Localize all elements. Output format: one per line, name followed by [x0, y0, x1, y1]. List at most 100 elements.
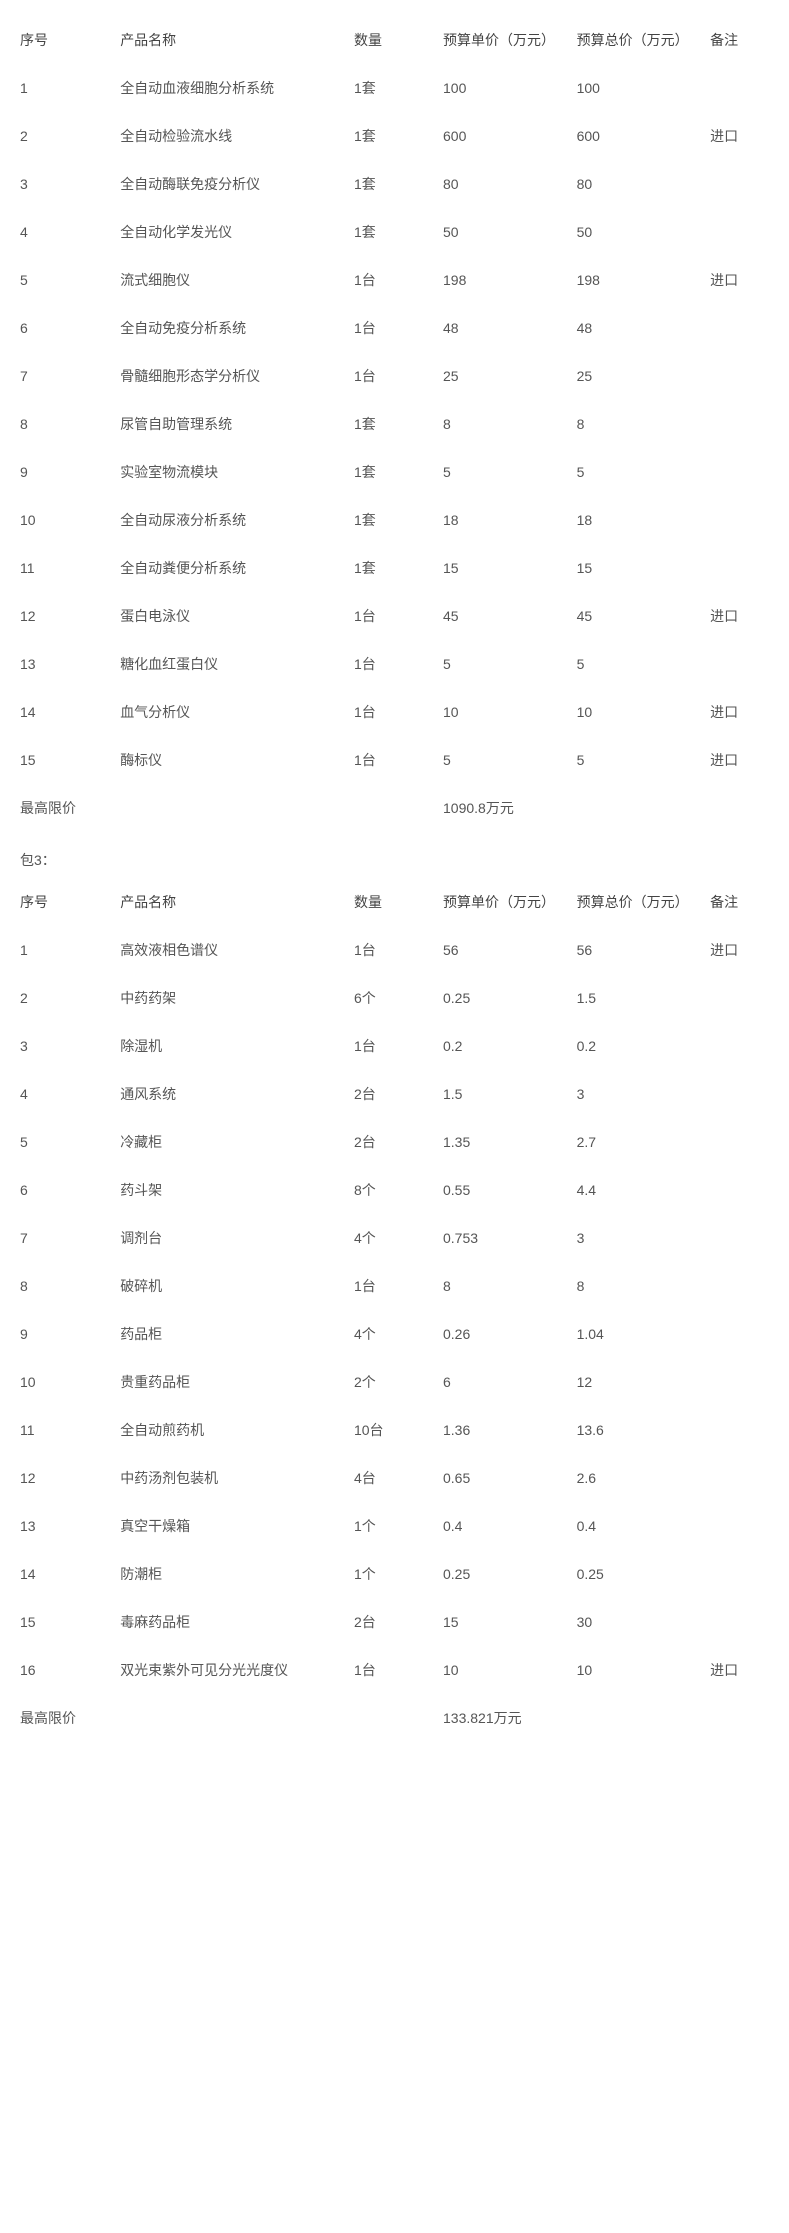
cell-total: 5 — [573, 736, 707, 784]
cell-total: 48 — [573, 304, 707, 352]
cell-total: 13.6 — [573, 1406, 707, 1454]
table-header-row: 序号 产品名称 数量 预算单价（万元） 预算总价（万元） 备注 — [16, 878, 773, 926]
cell-seq: 10 — [16, 1358, 116, 1406]
cell-qty: 1套 — [350, 112, 439, 160]
cell-qty: 1台 — [350, 352, 439, 400]
cell-unit: 25 — [439, 352, 573, 400]
cell-total: 8 — [573, 400, 707, 448]
col-remark: 备注 — [706, 16, 773, 64]
cell-unit: 198 — [439, 256, 573, 304]
cell-total: 50 — [573, 208, 707, 256]
table-row: 2中药药架6个0.251.5 — [16, 974, 773, 1022]
cell-remark — [706, 1070, 773, 1118]
cell-unit: 10 — [439, 688, 573, 736]
table-row: 8尿管自助管理系统1套88 — [16, 400, 773, 448]
cell-unit: 0.26 — [439, 1310, 573, 1358]
cell-seq: 13 — [16, 640, 116, 688]
cell-total: 5 — [573, 448, 707, 496]
cell-unit: 0.55 — [439, 1166, 573, 1214]
cell-remark — [706, 1358, 773, 1406]
cell-qty: 1台 — [350, 688, 439, 736]
cell-qty: 8个 — [350, 1166, 439, 1214]
cell-remark: 进口 — [706, 1646, 773, 1694]
cell-name: 尿管自助管理系统 — [116, 400, 350, 448]
cell-unit: 0.4 — [439, 1502, 573, 1550]
cell-seq: 6 — [16, 1166, 116, 1214]
cell-total: 0.4 — [573, 1502, 707, 1550]
cell-seq: 14 — [16, 1550, 116, 1598]
table-row: 6药斗架8个0.554.4 — [16, 1166, 773, 1214]
cell-seq: 8 — [16, 1262, 116, 1310]
table-row: 12中药汤剂包装机4台0.652.6 — [16, 1454, 773, 1502]
cell-unit: 15 — [439, 544, 573, 592]
cell-unit: 1.35 — [439, 1118, 573, 1166]
cell-qty: 1套 — [350, 496, 439, 544]
cell-seq: 9 — [16, 448, 116, 496]
cell-remark — [706, 1454, 773, 1502]
table-row: 6全自动免疫分析系统1台4848 — [16, 304, 773, 352]
limit-label: 最高限价 — [16, 1694, 116, 1742]
cell-name: 全自动血液细胞分析系统 — [116, 64, 350, 112]
cell-unit: 8 — [439, 400, 573, 448]
cell-seq: 13 — [16, 1502, 116, 1550]
cell-seq: 12 — [16, 1454, 116, 1502]
cell-seq: 4 — [16, 1070, 116, 1118]
cell-name: 糖化血红蛋白仪 — [116, 640, 350, 688]
table-header-row: 序号 产品名称 数量 预算单价（万元） 预算总价（万元） 备注 — [16, 16, 773, 64]
cell-qty: 1套 — [350, 208, 439, 256]
table-row: 10全自动尿液分析系统1套1818 — [16, 496, 773, 544]
cell-unit: 10 — [439, 1646, 573, 1694]
cell-qty: 1台 — [350, 256, 439, 304]
cell-total: 0.2 — [573, 1022, 707, 1070]
cell-qty: 1台 — [350, 592, 439, 640]
col-total-price: 预算总价（万元） — [573, 878, 707, 926]
section-3-label: 包3： — [16, 832, 773, 878]
cell-remark — [706, 1262, 773, 1310]
cell-seq: 7 — [16, 1214, 116, 1262]
cell-unit: 45 — [439, 592, 573, 640]
cell-total: 100 — [573, 64, 707, 112]
cell-total: 18 — [573, 496, 707, 544]
cell-seq: 2 — [16, 974, 116, 1022]
cell-unit: 6 — [439, 1358, 573, 1406]
cell-name: 流式细胞仪 — [116, 256, 350, 304]
cell-qty: 4台 — [350, 1454, 439, 1502]
cell-name: 贵重药品柜 — [116, 1358, 350, 1406]
cell-unit: 48 — [439, 304, 573, 352]
limit-value: 1090.8万元 — [439, 784, 573, 832]
cell-remark — [706, 1310, 773, 1358]
limit-value: 133.821万元 — [439, 1694, 573, 1742]
cell-remark — [706, 208, 773, 256]
cell-name: 全自动检验流水线 — [116, 112, 350, 160]
cell-unit: 0.2 — [439, 1022, 573, 1070]
cell-total: 8 — [573, 1262, 707, 1310]
table-row: 4全自动化学发光仪1套5050 — [16, 208, 773, 256]
cell-total: 12 — [573, 1358, 707, 1406]
cell-total: 30 — [573, 1598, 707, 1646]
cell-remark — [706, 1550, 773, 1598]
cell-total: 1.04 — [573, 1310, 707, 1358]
table-row: 11全自动粪便分析系统1套1515 — [16, 544, 773, 592]
cell-qty: 1个 — [350, 1550, 439, 1598]
cell-seq: 16 — [16, 1646, 116, 1694]
cell-qty: 1套 — [350, 160, 439, 208]
cell-seq: 9 — [16, 1310, 116, 1358]
col-remark: 备注 — [706, 878, 773, 926]
cell-qty: 1台 — [350, 1646, 439, 1694]
cell-remark — [706, 1214, 773, 1262]
cell-total: 1.5 — [573, 974, 707, 1022]
cell-remark: 进口 — [706, 926, 773, 974]
cell-qty: 2台 — [350, 1598, 439, 1646]
cell-seq: 8 — [16, 400, 116, 448]
cell-remark — [706, 1406, 773, 1454]
cell-total: 56 — [573, 926, 707, 974]
cell-name: 双光束紫外可见分光光度仪 — [116, 1646, 350, 1694]
cell-remark: 进口 — [706, 736, 773, 784]
cell-seq: 5 — [16, 256, 116, 304]
cell-qty: 1台 — [350, 926, 439, 974]
table-row: 14防潮柜1个0.250.25 — [16, 1550, 773, 1598]
cell-name: 药斗架 — [116, 1166, 350, 1214]
cell-name: 全自动酶联免疫分析仪 — [116, 160, 350, 208]
cell-qty: 4个 — [350, 1310, 439, 1358]
table-row: 2全自动检验流水线1套600600进口 — [16, 112, 773, 160]
